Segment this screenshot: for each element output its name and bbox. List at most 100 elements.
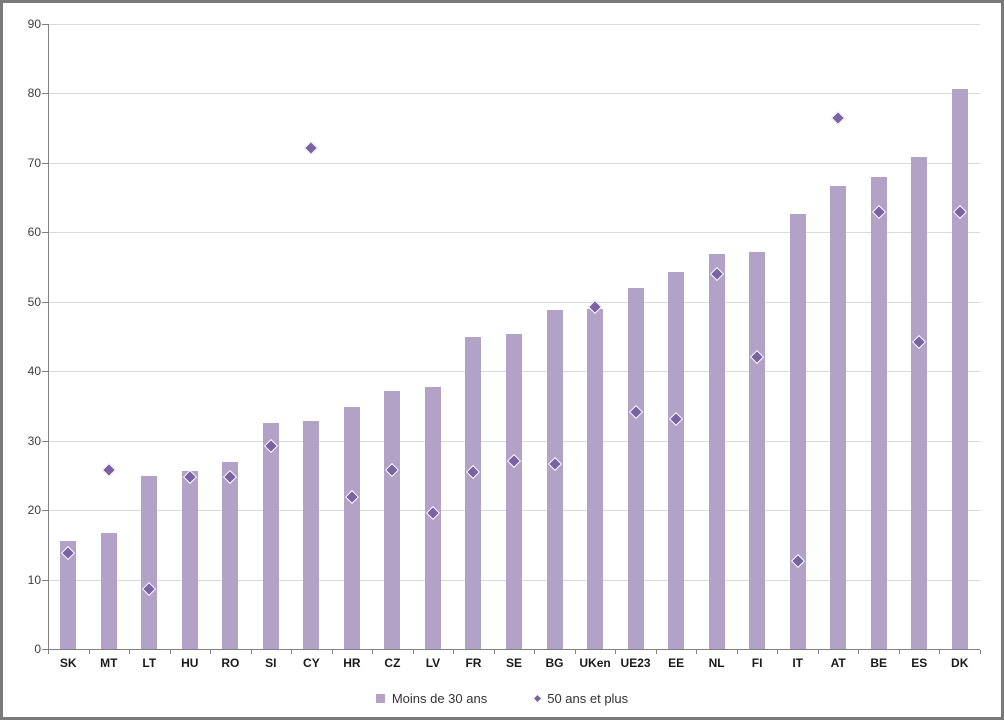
- x-axis-label-DK: DK: [951, 656, 969, 670]
- bar-BG: [546, 310, 563, 649]
- y-axis-label-40: 40: [27, 364, 41, 379]
- x-axis-label-ES: ES: [911, 656, 928, 670]
- bar-EE: [668, 271, 685, 649]
- y-axis-tick-80: [42, 93, 48, 95]
- bar-CZ: [384, 390, 401, 649]
- x-axis-label-CZ: CZ: [384, 656, 401, 670]
- y-axis-line: [48, 24, 49, 650]
- x-axis-label-FR: FR: [465, 656, 482, 670]
- bar-swatch-icon: [375, 694, 385, 703]
- bar-FI: [749, 252, 766, 649]
- x-axis-tick-13: [574, 650, 576, 654]
- x-axis-tick-0: [48, 650, 49, 654]
- x-axis-label-EE: EE: [668, 656, 685, 670]
- bar-ES: [911, 156, 928, 649]
- x-axis-label-HU: HU: [181, 656, 199, 670]
- x-axis-tick-15: [655, 650, 657, 654]
- y-axis-tick-40: [42, 371, 48, 373]
- y-axis-tick-30: [42, 440, 48, 442]
- x-axis-label-IT: IT: [792, 656, 803, 670]
- x-axis-label-MT: MT: [100, 656, 118, 670]
- gridline-60: [48, 232, 980, 234]
- marker-CY: [304, 140, 319, 155]
- bar-SI: [262, 422, 279, 649]
- x-axis-tick-3: [169, 650, 171, 654]
- bar-SK: [60, 540, 77, 649]
- diamond-swatch-icon: [534, 694, 542, 703]
- chart-legend: Moins de 30 ans 50 ans et plus: [3, 691, 1001, 706]
- x-axis-tick-14: [615, 650, 617, 654]
- x-axis-line: [48, 649, 980, 650]
- x-axis-label-SE: SE: [505, 656, 522, 670]
- x-axis-tick-2: [129, 650, 131, 654]
- x-axis-label-SI: SI: [265, 656, 277, 670]
- x-axis-tick-20: [858, 650, 860, 654]
- x-axis-tick-17: [736, 650, 738, 654]
- gridline-90: [48, 24, 980, 25]
- y-axis-tick-10: [42, 579, 48, 581]
- plot-area: 0 10 20 30 40 50 60 70 80 90 SK MT LT HU RO SI CY HR CZ LV F…: [28, 17, 981, 670]
- x-axis-tick-10: [453, 650, 455, 654]
- x-axis-tick-22: [939, 650, 941, 654]
- y-axis-label-30: 30: [27, 433, 41, 448]
- x-axis-tick-4: [210, 650, 212, 654]
- x-axis-tick-19: [817, 650, 819, 654]
- x-axis-tick-21: [898, 650, 900, 654]
- bar-MT: [100, 533, 117, 649]
- gridline-70: [48, 162, 980, 164]
- x-axis-tick-7: [331, 650, 333, 654]
- bar-BE: [870, 176, 887, 649]
- x-axis-label-BE: BE: [870, 656, 888, 670]
- bar-CY: [303, 420, 320, 649]
- x-axis-label-SK: SK: [59, 656, 77, 670]
- bar-UKen: [587, 308, 604, 649]
- bar-AT: [830, 185, 847, 649]
- bar-UE23: [627, 287, 644, 649]
- legend-label-bars: Moins de 30 ans: [391, 691, 488, 706]
- x-axis-tick-9: [412, 650, 414, 654]
- x-axis-tick-6: [291, 650, 293, 654]
- x-axis-label-BG: BG: [545, 656, 564, 670]
- y-axis-tick-60: [42, 232, 48, 234]
- bar-IT: [789, 213, 806, 649]
- x-axis-tick-5: [250, 650, 252, 654]
- gridline-50: [48, 301, 980, 303]
- x-axis-tick-1: [88, 650, 90, 654]
- bar-FR: [465, 336, 482, 649]
- x-axis-tick-12: [534, 650, 536, 654]
- marker-MT: [101, 462, 116, 477]
- x-axis-label-CY: CY: [303, 656, 320, 670]
- bar-HR: [343, 406, 360, 649]
- gridline-80: [48, 93, 980, 95]
- y-axis-label-20: 20: [27, 503, 41, 518]
- x-axis-label-LT: LT: [142, 656, 157, 670]
- y-axis-label-10: 10: [27, 572, 41, 587]
- y-axis-label-50: 50: [27, 294, 41, 309]
- legend-item-bars: Moins de 30 ans: [375, 691, 488, 706]
- y-axis-tick-90: [42, 24, 48, 25]
- bar-LT: [141, 476, 158, 649]
- x-axis-label-UE23: UE23: [620, 656, 651, 670]
- x-axis-tick-16: [696, 650, 698, 654]
- bar-RO: [222, 462, 239, 649]
- y-axis-label-60: 60: [27, 225, 41, 240]
- x-axis-label-HR: HR: [343, 656, 361, 670]
- bar-NL: [708, 253, 725, 649]
- x-axis-label-FI: FI: [751, 656, 763, 670]
- y-axis-tick-0: [42, 649, 48, 650]
- bar-SE: [506, 333, 522, 649]
- y-axis-label-70: 70: [27, 155, 41, 170]
- y-axis-tick-50: [42, 301, 48, 303]
- x-axis-tick-8: [372, 650, 374, 654]
- x-axis-label-RO: RO: [221, 656, 240, 670]
- x-axis-tick-18: [777, 650, 779, 654]
- y-axis-label-0: 0: [34, 642, 41, 656]
- x-axis-tick-11: [493, 650, 495, 654]
- x-axis-label-UKen: UKen: [579, 656, 611, 670]
- x-axis-label-AT: AT: [830, 656, 846, 670]
- legend-label-markers: 50 ans et plus: [547, 691, 629, 706]
- marker-AT: [831, 111, 846, 126]
- bar-HU: [181, 471, 198, 649]
- y-axis-label-90: 90: [27, 17, 41, 31]
